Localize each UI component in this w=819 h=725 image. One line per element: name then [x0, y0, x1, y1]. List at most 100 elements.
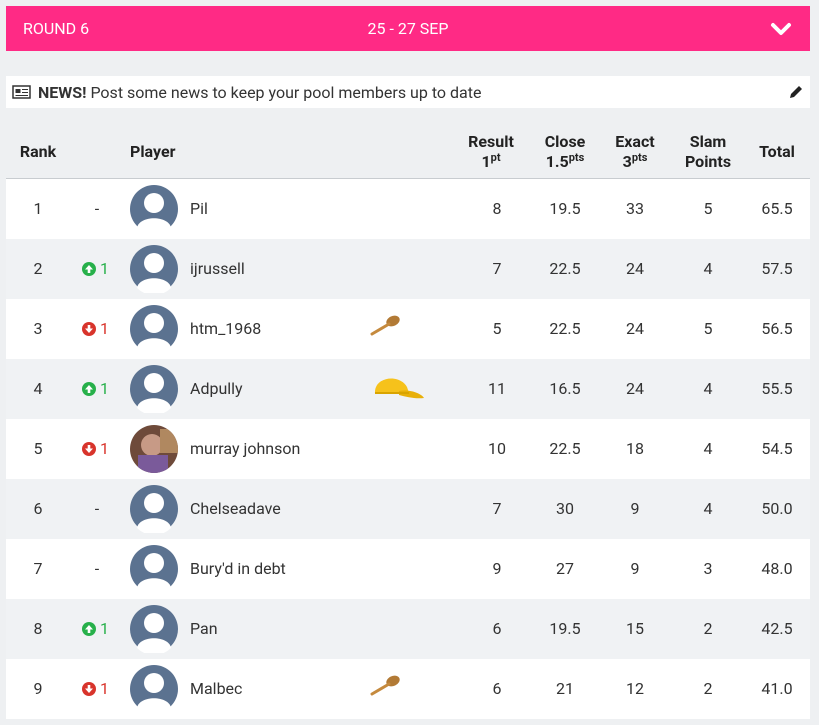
exact: 18	[626, 439, 644, 458]
column-points: 1pt	[456, 152, 526, 172]
rank: 5	[33, 439, 43, 458]
column-header: Close 1.5pts	[530, 132, 600, 172]
total: 41.0	[761, 679, 793, 698]
slam: 5	[703, 319, 713, 338]
movement: -	[94, 499, 100, 518]
avatar	[130, 665, 178, 713]
table-row: 5 1 murray johnson 10 22.5 18 4 54.5	[6, 419, 810, 479]
total: 42.5	[761, 619, 793, 638]
total: 48.0	[761, 559, 793, 578]
avatar	[130, 545, 178, 593]
exact: 9	[630, 559, 640, 578]
movement-arrow	[82, 442, 96, 456]
rank: 6	[33, 499, 43, 518]
table-header: Rank Player Result 1pt Close 1.5pts Exact 3pts S…	[6, 120, 810, 179]
player-name: ijrussell	[190, 259, 245, 278]
player-name: Malbec	[190, 679, 243, 698]
result: 10	[488, 439, 506, 458]
table-row: 4 1 Adpully 11 16.5 24 4 55.5	[6, 359, 810, 419]
exact: 15	[626, 619, 644, 638]
movement-arrow	[82, 262, 96, 276]
movement: 1	[100, 319, 109, 338]
column-header: Result 1pt	[456, 132, 526, 172]
table-row: 3 1 htm_1968 5 22.5 24 5 56.5	[6, 299, 810, 359]
column-points-unit: pts	[631, 151, 648, 164]
rank: 3	[33, 319, 43, 338]
result: 9	[492, 559, 502, 578]
close: 21	[556, 679, 574, 698]
column-header: Slam Points	[672, 132, 744, 172]
round-dates: 25 - 27 SEP	[367, 19, 449, 38]
column-label: Total	[759, 142, 795, 161]
player-name: murray johnson	[190, 439, 301, 458]
avatar	[130, 305, 178, 353]
movement: 1	[100, 439, 109, 458]
column-label: Close	[544, 132, 586, 151]
table-row: 1 - Pil 8 19.5 33 5 65.5	[6, 179, 810, 239]
result: 11	[488, 379, 506, 398]
close: 16.5	[549, 379, 581, 398]
total: 56.5	[761, 319, 793, 338]
column-points-value: 1	[481, 152, 491, 171]
table-row: 2 1 ijrussell 7 22.5 24 4 57.5	[6, 239, 810, 299]
player-name: Pan	[190, 619, 218, 638]
movement: 1	[100, 679, 109, 698]
news-label: NEWS!	[38, 83, 87, 102]
column-header: Exact 3pts	[600, 132, 670, 172]
close: 30	[556, 499, 574, 518]
slam: 2	[703, 619, 713, 638]
rank: 1	[33, 199, 43, 218]
round-bar[interactable]: ROUND 6 25 - 27 SEP	[6, 6, 810, 51]
result: 7	[492, 499, 502, 518]
edit-news[interactable]	[788, 84, 804, 100]
badge-spoon	[370, 675, 400, 696]
result: 6	[492, 619, 502, 638]
rank: 8	[33, 619, 43, 638]
close: 27	[556, 559, 574, 578]
avatar	[130, 365, 178, 413]
player-name: Chelseadave	[190, 499, 281, 518]
total: 57.5	[761, 259, 793, 278]
player-name: Pil	[190, 199, 208, 218]
exact: 24	[626, 379, 644, 398]
column-label: Result	[468, 132, 514, 151]
column-header: Rank	[6, 142, 70, 162]
total: 65.5	[761, 199, 793, 218]
avatar	[130, 245, 178, 293]
close: 19.5	[549, 199, 581, 218]
column-points-value: 3	[622, 152, 632, 171]
result: 5	[492, 319, 502, 338]
news-text: Post some news to keep your pool members…	[90, 83, 482, 102]
result: 7	[492, 259, 502, 278]
news-icon	[12, 85, 31, 99]
close: 22.5	[549, 439, 581, 458]
close: 22.5	[549, 319, 581, 338]
column-points: 1.5pts	[530, 152, 600, 172]
rank: 9	[33, 679, 43, 698]
column-label: Slam Points	[684, 132, 732, 171]
table-row: 7 - Bury'd in debt 9 27 9 3 48.0	[6, 539, 810, 599]
player-name: Bury'd in debt	[190, 559, 286, 578]
column-label: Exact	[615, 132, 655, 151]
exact: 12	[626, 679, 644, 698]
exact: 33	[626, 199, 644, 218]
movement: -	[94, 559, 100, 578]
rank: 7	[33, 559, 43, 578]
column-header: Player	[130, 142, 210, 162]
player-name: htm_1968	[190, 319, 262, 338]
movement: -	[94, 199, 100, 218]
table-row: 9 1 Malbec 6 21 12 2 41.0	[6, 659, 810, 719]
total: 55.5	[761, 379, 793, 398]
column-label: Rank	[19, 142, 57, 161]
slam: 2	[703, 679, 713, 698]
slam: 4	[703, 439, 713, 458]
total: 50.0	[761, 499, 793, 518]
table-row: 8 1 Pan 6 19.5 15 2 42.5	[6, 599, 810, 659]
column-points-unit: pt	[490, 151, 501, 164]
expand-chevron[interactable]	[770, 20, 792, 38]
slam: 4	[703, 259, 713, 278]
movement-arrow	[82, 382, 96, 396]
movement-arrow	[82, 682, 96, 696]
rank: 4	[33, 379, 43, 398]
slam: 4	[703, 379, 713, 398]
